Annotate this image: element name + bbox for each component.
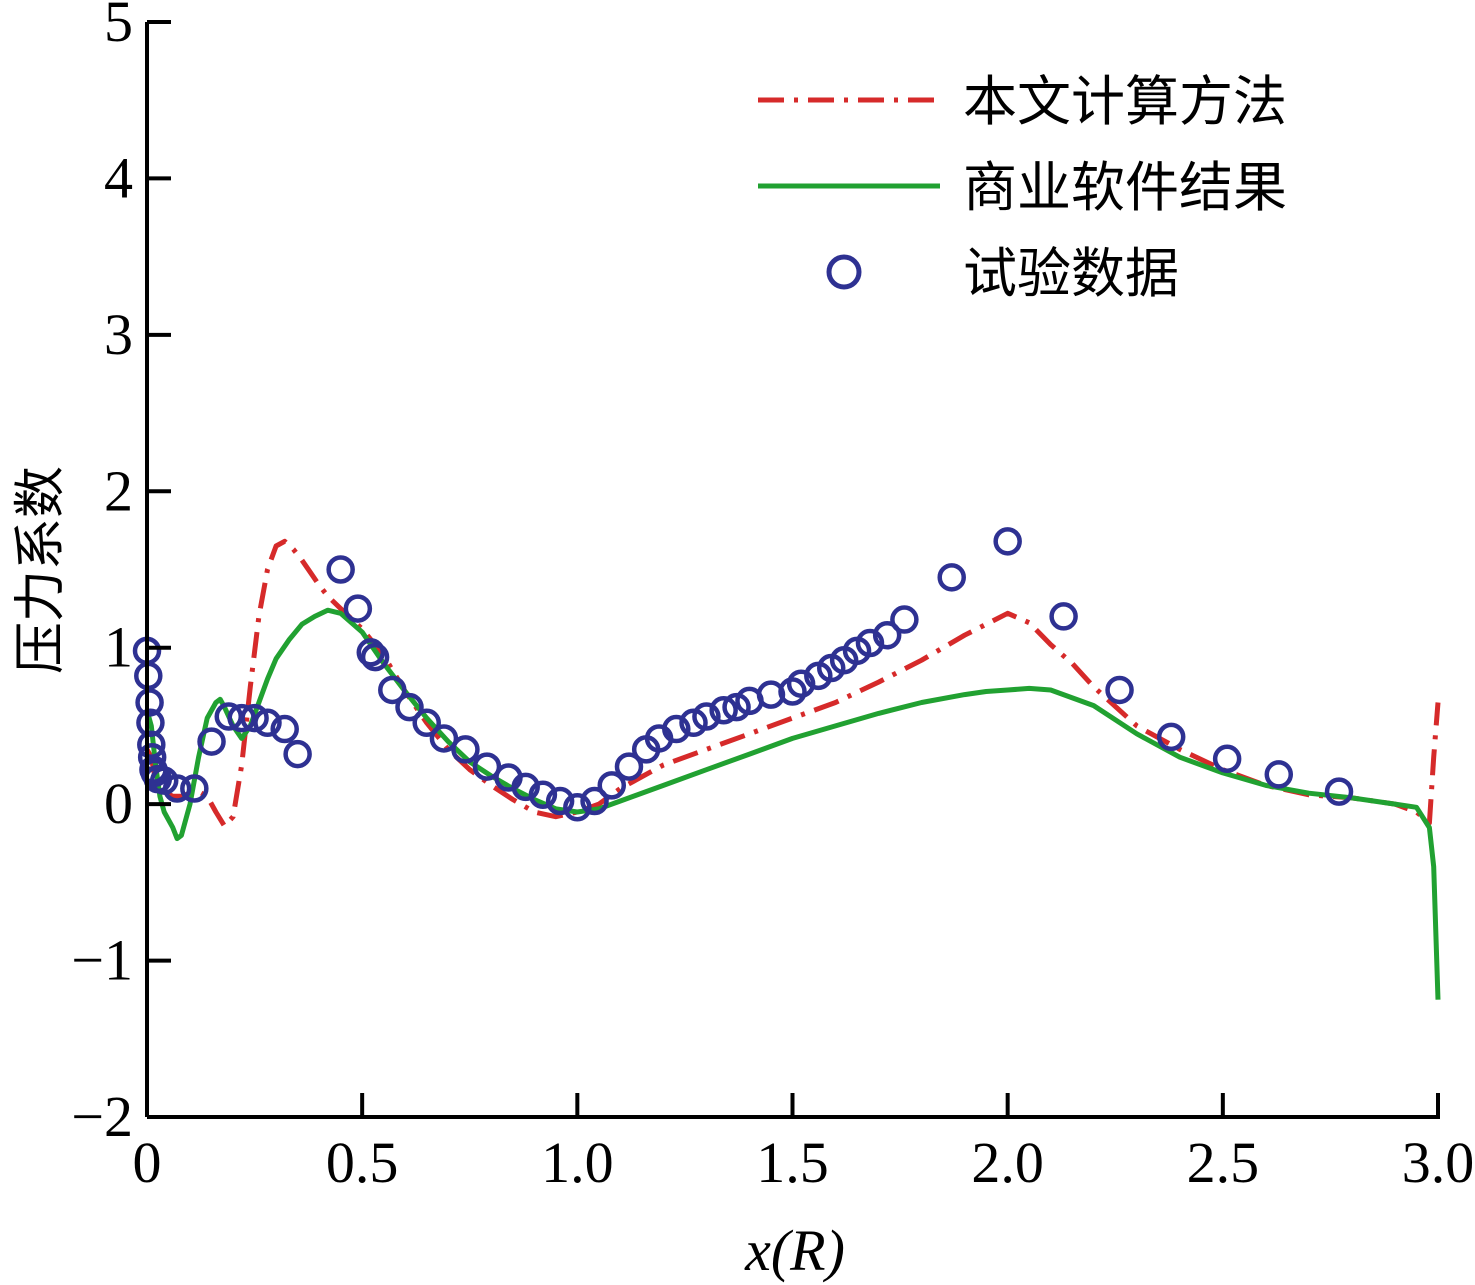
- data-point: [240, 703, 269, 733]
- data-point: [786, 669, 816, 698]
- data-point: [162, 774, 192, 803]
- x-tick-label: 2.0: [971, 1130, 1044, 1195]
- data-point: [451, 735, 480, 764]
- data-point: [429, 724, 459, 753]
- axes: −2 −1 0 1 2 3 4 5 0 0.5 1.0 1.5 2.0 2.5 3.0: [71, 0, 1474, 1195]
- data-point: [412, 708, 441, 738]
- data-point: [356, 638, 386, 667]
- data-point: [395, 692, 424, 722]
- y-tick-label: 0: [104, 771, 133, 836]
- data-point: [197, 727, 226, 756]
- legend-label: 商业软件结果: [963, 156, 1287, 219]
- y-tick-label: 5: [104, 0, 133, 54]
- legend-marker-circle: [826, 254, 862, 290]
- data-point: [597, 771, 627, 800]
- data-point: [1105, 675, 1134, 705]
- data-point: [855, 628, 885, 658]
- data-point: [872, 620, 902, 650]
- data-point: [778, 677, 807, 706]
- x-tick-label: 1.5: [756, 1130, 829, 1195]
- x-tick-label: 2.5: [1187, 1130, 1260, 1195]
- data-point: [343, 594, 373, 623]
- data-point: [180, 774, 209, 803]
- data-point: [1212, 744, 1242, 774]
- y-tick-label: −1: [71, 928, 133, 993]
- y-tick-label: 3: [104, 302, 133, 367]
- x-tick-label: 3.0: [1402, 1130, 1475, 1195]
- data-point: [528, 780, 558, 810]
- data-point: [283, 739, 312, 769]
- data-point: [993, 527, 1022, 556]
- data-point: [692, 702, 721, 731]
- data-point: [709, 696, 738, 725]
- series-experimental-data: [132, 527, 1354, 822]
- series-line-method: [144, 538, 1441, 829]
- series-layer: [132, 527, 1441, 1000]
- y-tick-label: 2: [104, 458, 133, 523]
- data-point: [253, 708, 282, 738]
- plot-area: −2 −1 0 1 2 3 4 5 0 0.5 1.0 1.5 2.0 2.5 3.0: [71, 0, 1474, 1195]
- data-point: [563, 793, 592, 822]
- data-point: [890, 605, 919, 634]
- data-point: [135, 688, 164, 717]
- series-line-commercial: [144, 607, 1441, 1000]
- data-point: [472, 752, 502, 781]
- legend-label: 试验数据: [963, 242, 1179, 305]
- y-tick-label: 4: [104, 145, 133, 210]
- x-tick-label: 0: [133, 1130, 162, 1195]
- data-point: [662, 714, 691, 744]
- data-point: [326, 555, 355, 584]
- x-tick-label: 0.5: [326, 1130, 399, 1195]
- data-point: [270, 714, 299, 744]
- data-point: [614, 752, 644, 781]
- data-point: [1264, 760, 1294, 789]
- data-point: [580, 786, 609, 816]
- y-tick-label: −2: [71, 1084, 133, 1149]
- y-axis-title: 压力系数: [11, 466, 71, 674]
- y-tick-label: 1: [104, 615, 133, 680]
- legend-label: 本文计算方法: [963, 70, 1287, 133]
- data-point: [1049, 602, 1078, 631]
- data-point: [511, 772, 540, 802]
- x-axis-title: x(R): [744, 1218, 845, 1283]
- data-point: [1324, 777, 1354, 806]
- data-point: [227, 703, 256, 733]
- data-point: [937, 563, 966, 592]
- data-point: [378, 675, 407, 705]
- data-point: [360, 642, 390, 672]
- data-point: [1156, 722, 1186, 752]
- data-point: [545, 786, 575, 816]
- x-tick-label: 1.0: [541, 1130, 614, 1195]
